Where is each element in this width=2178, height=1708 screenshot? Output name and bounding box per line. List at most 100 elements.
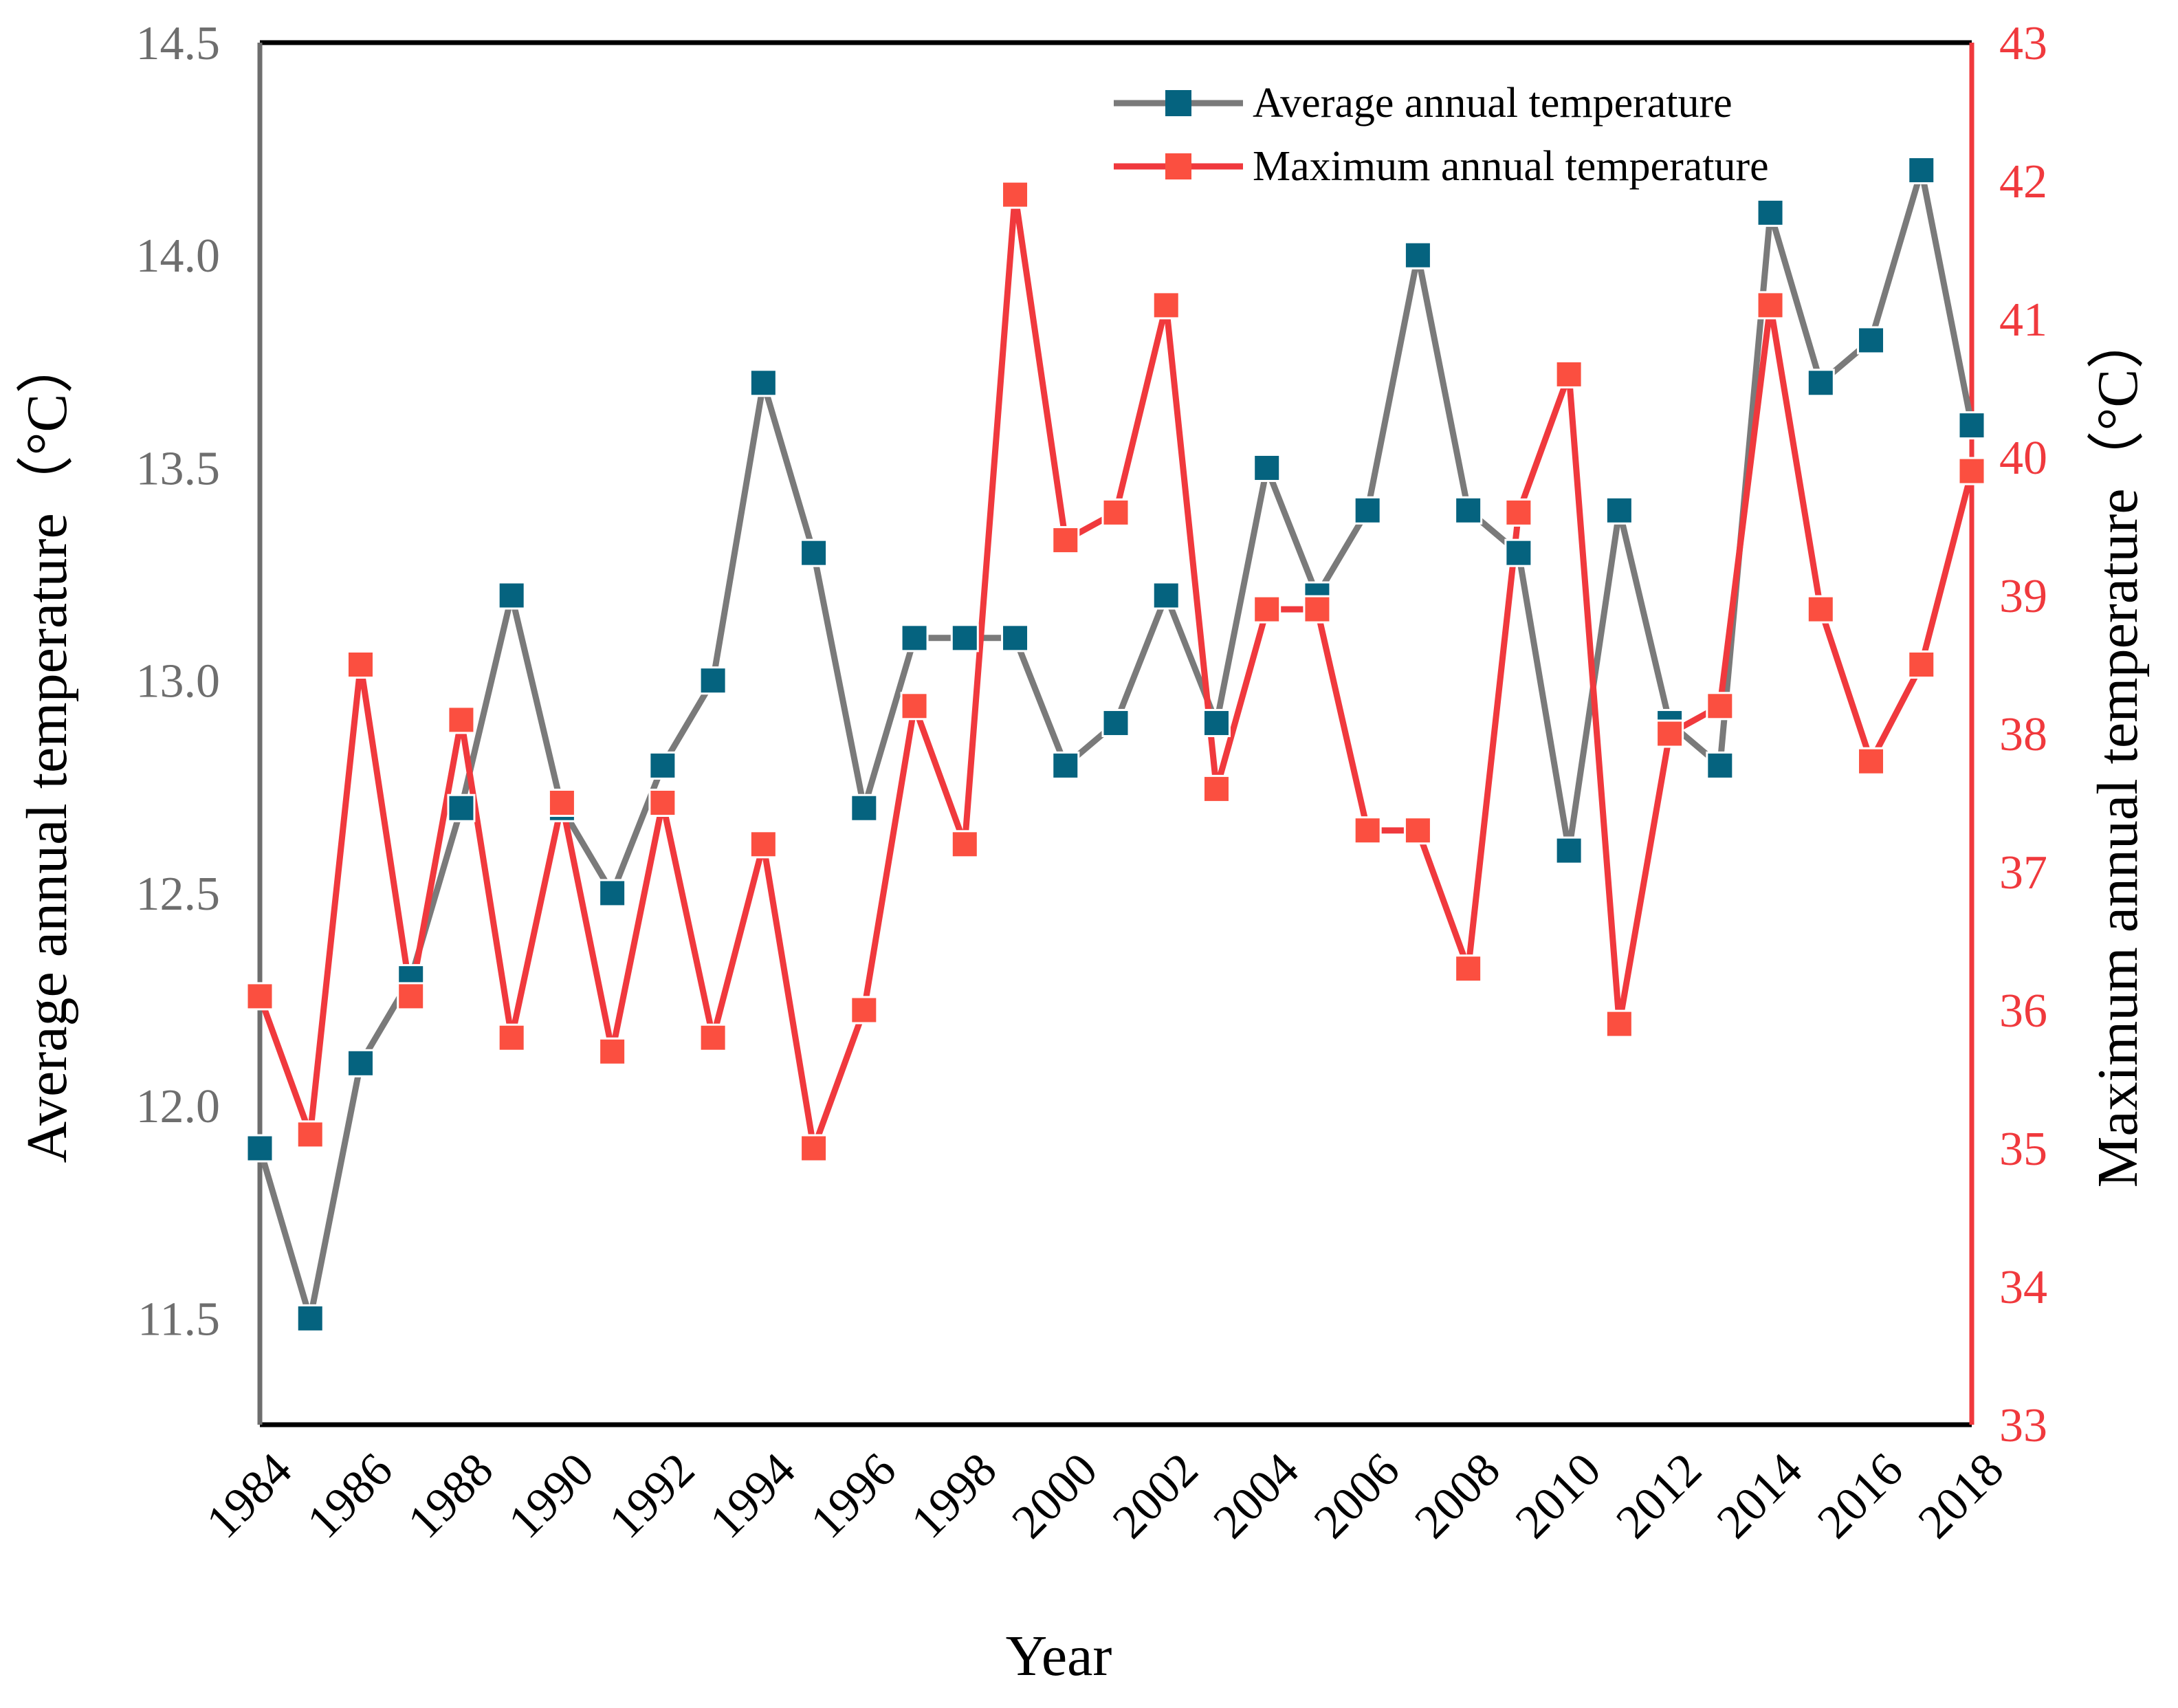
data-point-maximum (1152, 291, 1180, 320)
x-tick-label: 1994 (700, 1443, 805, 1548)
right-tick-label: 42 (1999, 155, 2047, 208)
data-point-average (1051, 751, 1080, 780)
data-point-average (648, 751, 677, 780)
series-layer (245, 156, 1986, 1333)
series-line-average (256, 167, 1975, 1322)
right-tick-label: 35 (1999, 1123, 2047, 1176)
right-tick-label: 41 (1999, 294, 2047, 347)
data-point-average (698, 666, 727, 695)
x-tick-label: 1990 (498, 1443, 604, 1548)
data-point-maximum (598, 1037, 627, 1066)
data-point-average (850, 793, 879, 822)
right-tick-label: 34 (1999, 1261, 2047, 1314)
data-point-maximum (497, 1023, 526, 1052)
right-tick-label: 36 (1999, 985, 2047, 1038)
data-point-average (1857, 326, 1886, 355)
x-tick-label: 2012 (1606, 1443, 1711, 1548)
series-line-maximum (256, 191, 1975, 1152)
data-point-maximum (698, 1023, 727, 1052)
legend: Average annual temperature Maximum annual… (1114, 80, 1769, 190)
data-point-average (1504, 538, 1533, 567)
data-point-average (1554, 836, 1583, 865)
data-point-average (900, 624, 929, 653)
x-tick-label: 2018 (1908, 1443, 2014, 1548)
data-point-average (497, 581, 526, 610)
data-point-average (1706, 751, 1735, 780)
data-point-average (1806, 369, 1835, 397)
data-point-average (1957, 411, 1986, 440)
left-tick-label: 14.0 (136, 230, 221, 283)
x-axis-ticks: 1984198619881990199219941996199820002002… (197, 1443, 2014, 1548)
data-point-maximum (648, 789, 677, 817)
right-axis-title: Maximum annual temperature（°C） (2086, 311, 2150, 1188)
data-point-maximum (850, 996, 879, 1025)
data-point-maximum (1051, 526, 1080, 555)
data-point-maximum (1706, 692, 1735, 721)
data-point-maximum (1001, 180, 1030, 209)
data-point-maximum (1857, 747, 1886, 776)
data-point-average (1403, 241, 1432, 270)
data-point-maximum (296, 1120, 324, 1149)
x-tick-label: 1986 (297, 1443, 402, 1548)
data-point-maximum (749, 830, 778, 859)
data-point-maximum (1605, 1009, 1634, 1038)
legend-label: Maximum annual temperature (1253, 143, 1769, 190)
data-point-maximum (1957, 457, 1986, 485)
x-tick-label: 1998 (901, 1443, 1006, 1548)
data-point-maximum (1303, 595, 1332, 624)
x-tick-label: 1988 (398, 1443, 503, 1548)
data-point-average (1605, 496, 1634, 525)
data-point-average (1202, 709, 1231, 738)
left-tick-label: 13.5 (136, 442, 221, 495)
data-point-maximum (245, 982, 274, 1011)
data-point-maximum (1504, 498, 1533, 527)
data-point-average (296, 1304, 324, 1333)
x-tick-label: 2014 (1707, 1443, 1812, 1548)
data-point-maximum (1101, 498, 1130, 527)
data-point-average (950, 624, 979, 653)
data-point-maximum (1202, 774, 1231, 803)
x-tick-label: 2002 (1103, 1443, 1208, 1548)
data-point-average (1756, 198, 1785, 227)
data-point-maximum (1907, 650, 1936, 679)
x-tick-label: 2004 (1204, 1443, 1309, 1548)
data-point-maximum (1353, 816, 1382, 845)
data-point-maximum (950, 830, 979, 859)
data-point-maximum (346, 650, 375, 679)
x-tick-label: 1996 (801, 1443, 906, 1548)
plot-frame (257, 40, 1974, 1427)
data-point-average (1101, 709, 1130, 738)
right-tick-label: 33 (1999, 1399, 2047, 1452)
left-tick-label: 14.5 (136, 17, 221, 70)
data-point-maximum (900, 692, 929, 721)
data-point-maximum (1806, 595, 1835, 624)
legend-label: Average annual temperature (1253, 80, 1732, 127)
right-axis-ticks: 33 34 35 36 37 38 39 40 41 42 43 (1999, 17, 2047, 1452)
data-point-maximum (447, 705, 476, 734)
data-point-average (1907, 156, 1936, 185)
data-point-maximum (397, 982, 426, 1011)
x-tick-label: 2016 (1807, 1443, 1913, 1548)
left-tick-label: 11.5 (138, 1293, 220, 1346)
x-axis-title: Year (1006, 1624, 1112, 1688)
data-point-maximum (1253, 595, 1282, 624)
data-point-maximum (1403, 816, 1432, 845)
data-point-average (1454, 496, 1483, 525)
x-tick-label: 1984 (197, 1443, 302, 1548)
left-tick-label: 12.5 (136, 868, 221, 921)
data-point-maximum (547, 789, 576, 817)
data-point-maximum (1756, 291, 1785, 320)
data-point-maximum (1554, 360, 1583, 388)
right-tick-label: 43 (1999, 17, 2047, 70)
data-point-average (245, 1134, 274, 1163)
data-point-average (598, 879, 627, 908)
data-point-average (800, 538, 828, 567)
data-point-average (447, 793, 476, 822)
data-point-maximum (800, 1134, 828, 1163)
right-tick-label: 38 (1999, 708, 2047, 761)
x-tick-label: 2006 (1304, 1443, 1409, 1548)
data-point-average (1001, 624, 1030, 653)
x-tick-label: 2000 (1002, 1443, 1108, 1548)
data-point-average (749, 369, 778, 397)
